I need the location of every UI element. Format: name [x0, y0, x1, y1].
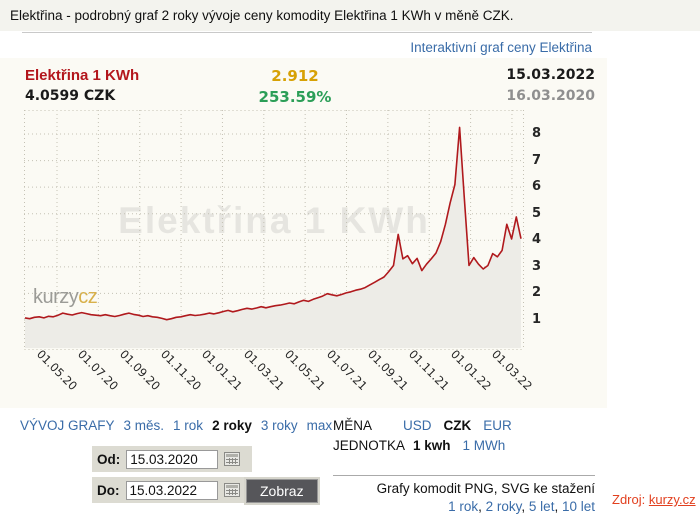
date-to-box: Do:	[92, 477, 252, 503]
change-percent: 253.59%	[258, 88, 332, 106]
date-to-label: Do:	[97, 482, 120, 498]
x-tick-01.01.21: 01.01.21	[199, 346, 246, 394]
date-from-input[interactable]	[126, 449, 219, 469]
x-tick-01.11.21: 01.11.21	[406, 346, 453, 394]
change-absolute: 2.912	[271, 67, 319, 85]
download-link-1-rok[interactable]: 1 rok	[448, 499, 479, 514]
y-tick-7: 7	[532, 152, 542, 168]
range-1-rok[interactable]: 1 rok	[173, 418, 204, 433]
currency-selector-row: MĚNA USD CZK EUR	[333, 418, 512, 433]
chart-region: Elektřina 1 KWh 4.0599 CZK 2.912 253.59%…	[0, 58, 607, 408]
x-tick-01.07.21: 01.07.21	[323, 346, 370, 394]
unit-label: JEDNOTKA	[333, 438, 406, 453]
date-from-label: Od:	[97, 451, 121, 467]
calendar-icon	[224, 452, 241, 466]
show-button[interactable]: Zobraz	[246, 479, 318, 503]
currency-label: MĚNA	[333, 418, 373, 433]
unit-links: 1 kwh 1 MWh	[413, 438, 505, 453]
source-link[interactable]: kurzy.cz	[648, 492, 696, 507]
download-link-10-let[interactable]: 10 let	[561, 499, 595, 514]
date-from-calendar-button[interactable]	[224, 452, 241, 466]
divider	[22, 32, 592, 33]
range-2-roky[interactable]: 2 roky	[212, 418, 252, 433]
date-to-input[interactable]	[125, 480, 218, 500]
range-max[interactable]: max	[306, 418, 333, 433]
download-links: 1 rok, 2 roky, 5 let, 10 let	[333, 499, 595, 514]
range-3-roky[interactable]: 3 roky	[260, 418, 298, 433]
price-line-chart	[24, 110, 524, 350]
current-price: 4.0599 CZK	[25, 88, 116, 104]
y-tick-2: 2	[532, 285, 542, 301]
kurzy-logo-gray: kurzy	[33, 286, 79, 308]
unit-1-kwh[interactable]: 1 kwh	[413, 438, 451, 453]
source-label: Zdroj:	[612, 492, 646, 507]
separator: ,	[554, 499, 562, 514]
currency-links: USD CZK EUR	[403, 418, 512, 433]
x-tick-01.05.21: 01.05.21	[282, 346, 329, 394]
price-area-fill	[25, 127, 521, 349]
price-line	[24, 126, 522, 321]
y-tick-6: 6	[532, 179, 542, 195]
x-tick-01.05.20: 01.05.20	[33, 346, 81, 394]
x-tick-01.11.20: 01.11.20	[158, 346, 205, 394]
chart-watermark: Elektřina 1 KWh	[118, 200, 430, 241]
title-bar	[0, 0, 700, 31]
range-start-date: 16.03.2020	[506, 88, 595, 104]
download-text: Grafy komodit PNG, SVG ke stažení	[376, 481, 595, 496]
x-tick-01.09.20: 01.09.20	[116, 346, 163, 394]
separator: ,	[478, 499, 486, 514]
source-credit: Zdroj: kurzy.cz	[612, 492, 696, 507]
kurzy-logo-watermark: kurzycz	[33, 286, 98, 309]
interactive-graph-link[interactable]: Interaktivní graf ceny Elektřina	[410, 40, 592, 55]
kurzy-logo-gold: cz	[78, 286, 98, 308]
separator: ,	[521, 499, 529, 514]
currency-eur[interactable]: EUR	[483, 418, 512, 433]
range-links: 3 měs. 1 rok 2 roky 3 roky max	[124, 418, 333, 433]
x-tick-01.03.21: 01.03.21	[240, 346, 287, 394]
calendar-icon	[223, 483, 240, 497]
divider	[333, 475, 595, 476]
unit-selector-row: JEDNOTKA 1 kwh 1 MWh	[333, 438, 505, 453]
download-link-5-let[interactable]: 5 let	[528, 499, 555, 514]
y-tick-5: 5	[532, 205, 542, 221]
commodity-name: Elektřina 1 KWh	[25, 67, 140, 84]
range-3-měs-[interactable]: 3 měs.	[123, 418, 165, 433]
y-tick-4: 4	[532, 232, 542, 248]
x-tick-01.09.21: 01.09.21	[364, 346, 411, 394]
y-tick-8: 8	[532, 126, 542, 141]
page-title: Elektřina - podrobný graf 2 roky vývoje …	[10, 8, 514, 23]
range-end-date: 15.03.2022	[506, 67, 595, 83]
currency-czk[interactable]: CZK	[443, 418, 472, 433]
range-selector-row: VÝVOJ GRAFY 3 měs. 1 rok 2 roky 3 roky max	[20, 418, 332, 433]
show-button-wrap: Zobraz	[244, 477, 320, 505]
y-tick-3: 3	[532, 258, 542, 274]
range-selector-label: VÝVOJ GRAFY	[20, 418, 115, 433]
unit-1-mwh[interactable]: 1 MWh	[462, 438, 506, 453]
x-tick-01.07.20: 01.07.20	[75, 346, 122, 394]
x-tick-01.01.22: 01.01.22	[447, 346, 494, 394]
date-from-box: Od:	[92, 446, 252, 472]
y-tick-1: 1	[532, 312, 542, 327]
currency-usd[interactable]: USD	[403, 418, 432, 433]
x-tick-01.03.22: 01.03.22	[488, 346, 536, 394]
date-to-calendar-button[interactable]	[223, 483, 240, 497]
download-link-2-roky[interactable]: 2 roky	[485, 499, 522, 514]
